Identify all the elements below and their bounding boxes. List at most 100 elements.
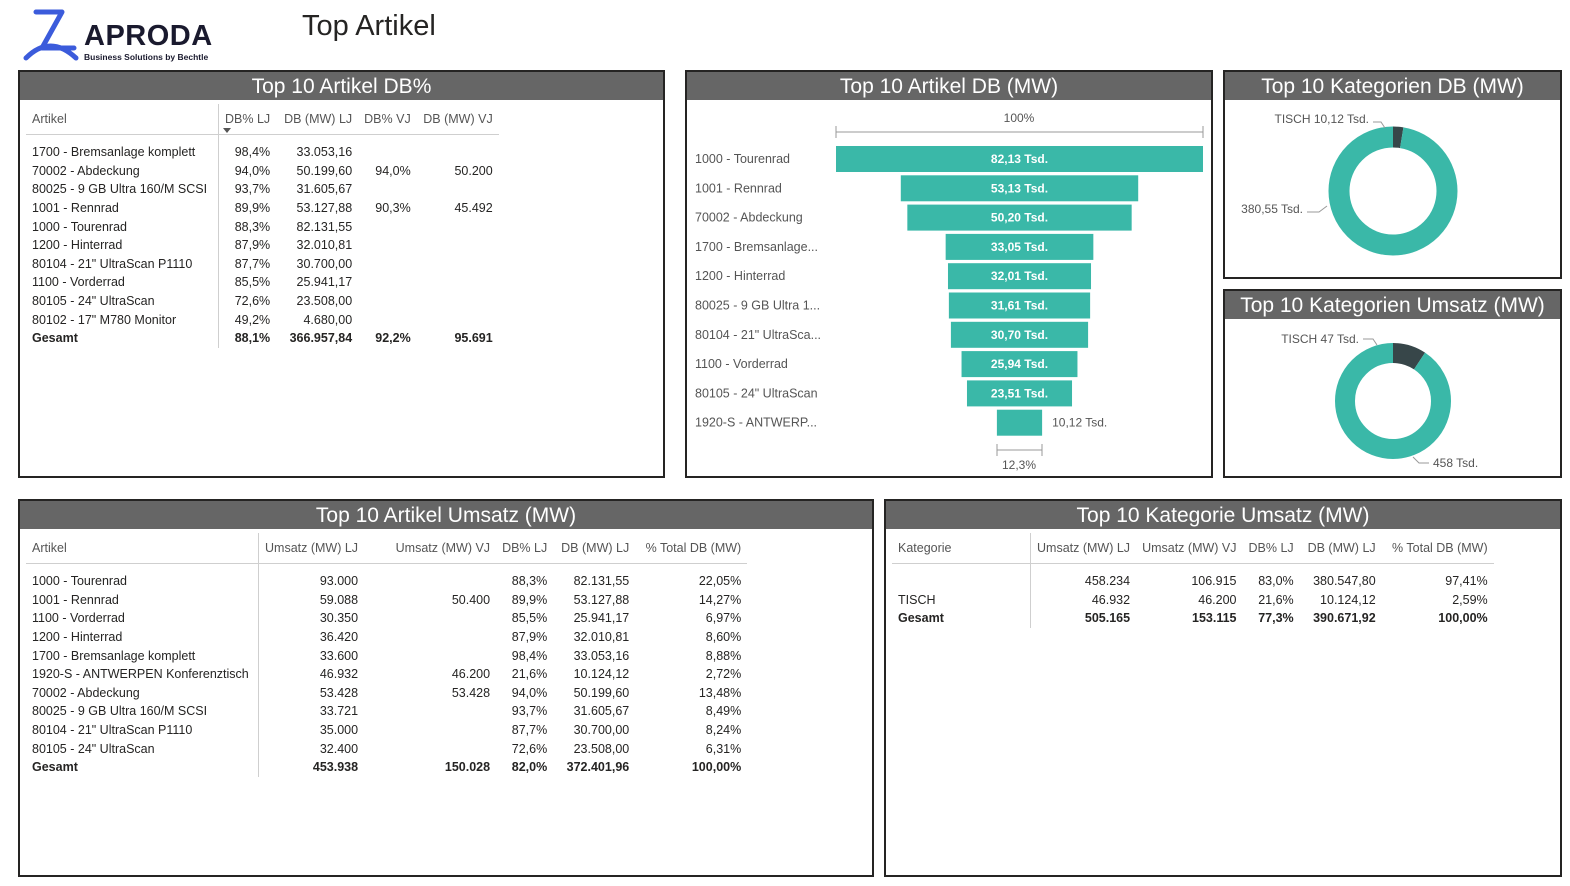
table-row[interactable]: 80105 - 24" UltraScan 72,6% 23.508,00 (26, 291, 499, 311)
funnel-bar[interactable] (961, 351, 1078, 378)
table-row[interactable]: 80104 - 21" UltraScan P1110 87,7% 30.700,0… (26, 254, 499, 274)
column-header[interactable]: Kategorie (892, 533, 1031, 564)
row-label: 80025 - 9 GB Ultra 160/M SCSI (26, 180, 219, 199)
column-header[interactable]: DB (MW) LJ (1299, 533, 1382, 564)
column-header[interactable]: % Total DB (MW) (1381, 533, 1494, 564)
table-row[interactable]: 1000 - Tourenrad 93.000 88,3% 82.131,55 22,0… (26, 572, 747, 591)
funnel-bar[interactable] (836, 146, 1203, 172)
table-cell: 30.700,00 (573, 723, 630, 738)
funnel-category-label: 80104 - 21" UltraSca... (695, 328, 821, 342)
column-header[interactable]: Umsatz (MW) VJ (364, 533, 497, 564)
table-cell: 83,0% (1258, 574, 1294, 589)
donut-db-label-2: 380,55 Tsd. (1241, 202, 1303, 216)
table-cell: 93,7% (511, 704, 548, 719)
column-header[interactable]: Umsatz (MW) VJ (1136, 533, 1243, 564)
table-cell: 87,7% (511, 723, 548, 738)
total-cell: 77,3% (1258, 611, 1294, 626)
column-header-sorted[interactable]: DB% LJ (218, 104, 277, 135)
funnel-bar[interactable] (945, 233, 1094, 260)
table-cell (358, 180, 417, 199)
table-row[interactable]: 80105 - 24" UltraScan 32.400 72,6% 23.508,0… (26, 739, 747, 758)
table-cell (417, 236, 499, 255)
column-header[interactable]: DB% VJ (358, 104, 417, 135)
total-cell: 92,2% (375, 331, 411, 346)
table-row[interactable]: 458.234 106.915 83,0% 380.547,80 97,41% (892, 572, 1494, 591)
funnel-bar[interactable] (900, 175, 1139, 202)
column-header[interactable]: DB (MW) LJ (553, 533, 636, 564)
funnel-top-label: 100% (1004, 111, 1035, 125)
total-cell: 95.691 (454, 331, 493, 346)
table-row[interactable]: 1200 - Hinterrad 87,9% 32.010,81 (26, 235, 499, 255)
table-row[interactable]: 70002 - Abdeckung 94,0% 50.199,60 94,0% 50.2… (26, 161, 499, 181)
table-cell: 36.420 (319, 630, 359, 645)
total-row[interactable]: Gesamt 453.938 150.028 82,0% 372.401,96 100,0… (26, 757, 747, 777)
table-row[interactable]: 80104 - 21" UltraScan P1110 35.000 87,7% 30… (26, 720, 747, 740)
column-header[interactable]: Umsatz (MW) LJ (1030, 533, 1137, 564)
funnel-data-label: 33,05 Tsd. (991, 240, 1048, 254)
table-cell: 98,4% (234, 145, 271, 160)
funnel-bottom-label: 12,3% (1002, 458, 1036, 472)
row-label: 1000 - Tourenrad (26, 572, 259, 591)
panel-kategorien-umsatz-donut: Top 10 Kategorien Umsatz (MW) TISCH 47 T… (1223, 289, 1562, 478)
funnel-category-label: 1100 - Vorderrad (695, 357, 788, 371)
kategorie-umsatz-table: Kategorie Umsatz (MW) LJ Umsatz (MW) VJ … (892, 533, 1494, 628)
funnel-bar[interactable] (950, 321, 1089, 348)
table-row[interactable]: 70002 - Abdeckung 53.428 53.428 94,0% 50.199… (26, 683, 747, 703)
table-row[interactable]: 80102 - 17" M780 Monitor 49,2% 4.680,00 (26, 310, 499, 329)
panel-artikel-db-funnel: Top 10 Artikel DB (MW) 100% 1000 - Toure… (685, 70, 1213, 478)
column-header-label: DB% LJ (225, 112, 271, 126)
table-cell: 33.053,16 (573, 648, 630, 663)
column-header[interactable]: Umsatz (MW) LJ (258, 533, 365, 564)
table-row[interactable]: 1920-S - ANTWERPEN Konferenztisch 46.932 4… (26, 664, 747, 684)
funnel-category-label: 70002 - Abdeckung (695, 211, 803, 225)
table-row[interactable]: 1200 - Hinterrad 36.420 87,9% 32.010,81 8,60… (26, 627, 747, 647)
table-row[interactable]: 1700 - Bremsanlage komplett 98,4% 33.053,1… (26, 143, 499, 162)
table-cell (358, 310, 417, 329)
funnel-bar[interactable] (966, 380, 1073, 407)
table-row[interactable]: 1001 - Rennrad 59.088 50.400 89,9% 53.127,88… (26, 590, 747, 610)
funnel-bar[interactable] (996, 409, 1043, 436)
table-row[interactable]: 80025 - 9 GB Ultra 160/M SCSI 33.721 93,7%… (26, 702, 747, 721)
funnel-bar[interactable] (907, 204, 1132, 231)
table-cell: 53.127,88 (296, 201, 353, 216)
table-row[interactable]: 1100 - Vorderrad 85,5% 25.941,17 (26, 273, 499, 292)
table-cell (417, 143, 499, 162)
table-cell: 25.941,17 (296, 275, 353, 290)
table-row[interactable]: 1001 - Rennrad 89,9% 53.127,88 90,3% 45.492 (26, 198, 499, 218)
table-spacer (26, 134, 499, 143)
total-row[interactable]: Gesamt 505.165 153.115 77,3% 390.671,92 100,0… (892, 609, 1494, 628)
table-cell: 46.200 (451, 667, 491, 682)
donut-slice[interactable] (1335, 343, 1451, 459)
column-header[interactable]: Artikel (26, 104, 219, 135)
column-header[interactable]: DB (MW) VJ (416, 104, 499, 135)
table-cell: 46.200 (1198, 592, 1237, 607)
row-label: 80104 - 21" UltraScan P1110 (26, 254, 219, 274)
column-header[interactable]: DB% LJ (496, 533, 554, 564)
funnel-bar[interactable] (948, 292, 1091, 319)
table-row[interactable]: TISCH 46.932 46.200 21,6% 10.124,12 2,59% (892, 590, 1494, 610)
table-cell: 6,97% (705, 611, 742, 626)
row-label: 1100 - Vorderrad (26, 609, 259, 628)
table-row[interactable]: 1000 - Tourenrad 88,3% 82.131,55 (26, 217, 499, 236)
column-header[interactable]: Artikel (26, 533, 259, 564)
total-row[interactable]: Gesamt 88,1% 366.957,84 92,2% 95.691 (26, 328, 499, 348)
table-cell: 13,48% (698, 685, 742, 700)
funnel-data-label: 23,51 Tsd. (991, 386, 1048, 400)
table-row[interactable]: 80025 - 9 GB Ultra 160/M SCSI 93,7% 31.605… (26, 180, 499, 199)
table-cell: 32.400 (319, 741, 359, 756)
donut-slice[interactable] (1328, 126, 1458, 256)
column-header[interactable]: DB% LJ (1242, 533, 1300, 564)
table-row[interactable]: 1700 - Bremsanlage komplett 33.600 98,4% 33… (26, 646, 747, 665)
funnel-data-label: 32,01 Tsd. (991, 269, 1048, 283)
row-label: TISCH (892, 590, 1031, 610)
column-header[interactable]: DB (MW) LJ (276, 104, 359, 135)
column-header[interactable]: % Total DB (MW) (635, 533, 748, 564)
row-label: 1200 - Hinterrad (26, 627, 259, 647)
table-cell: 46.932 (319, 667, 359, 682)
funnel-bar[interactable] (947, 263, 1092, 290)
table-cell: 72,6% (511, 741, 548, 756)
table-cell: 8,88% (705, 648, 742, 663)
row-label: 1001 - Rennrad (26, 198, 219, 218)
table-cell (358, 273, 417, 292)
table-row[interactable]: 1100 - Vorderrad 30.350 85,5% 25.941,17 6,97… (26, 609, 747, 628)
